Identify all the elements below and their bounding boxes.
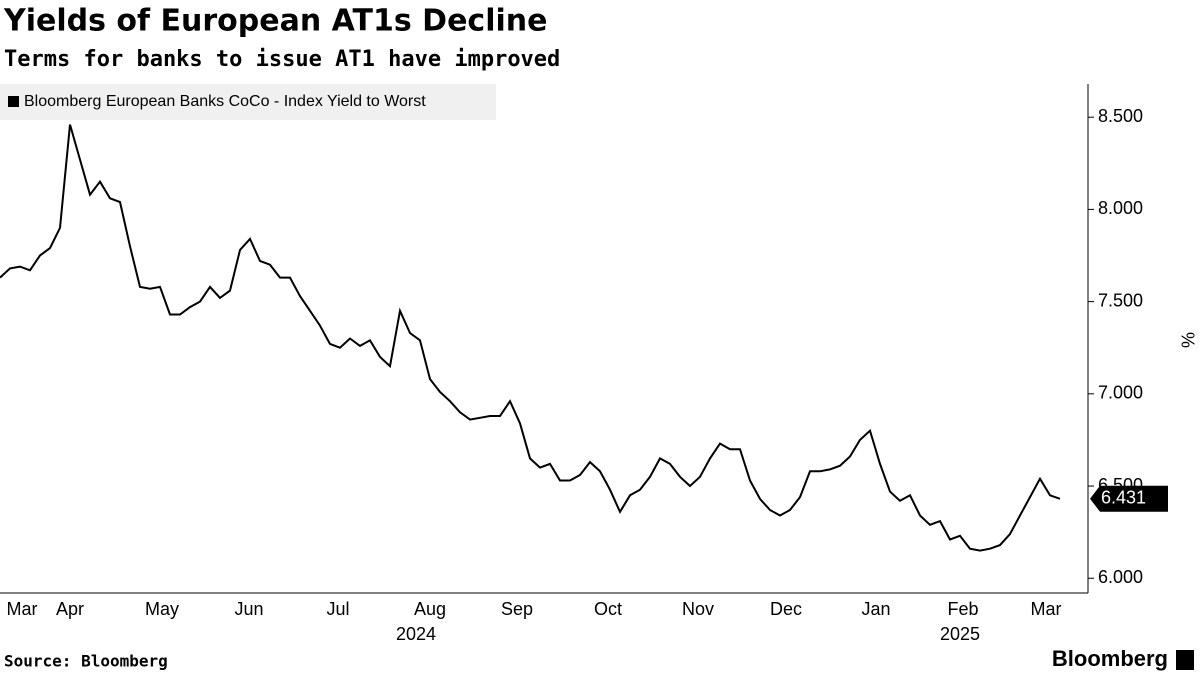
brand-icon — [1176, 650, 1194, 670]
y-tick-label: 7.000 — [1098, 383, 1143, 403]
chart-subtitle: Terms for banks to issue AT1 have improv… — [4, 47, 560, 72]
year-label: 2025 — [940, 624, 980, 644]
y-tick-label: 7.500 — [1098, 290, 1143, 310]
x-tick-label: Dec — [770, 599, 802, 619]
x-tick-label: Feb — [947, 599, 978, 619]
x-tick-label: Oct — [594, 599, 622, 619]
legend-label: Bloomberg European Banks CoCo - Index Yi… — [24, 93, 426, 110]
x-tick-label: Jan — [861, 599, 890, 619]
y-tick-label: 8.500 — [1098, 106, 1143, 126]
brand: Bloomberg — [1052, 646, 1168, 671]
chart-title: Yields of European AT1s Decline — [3, 4, 547, 39]
y-tick-label: 8.000 — [1098, 198, 1143, 218]
source: Source: Bloomberg — [4, 652, 168, 671]
x-tick-label: Sep — [501, 599, 533, 619]
x-tick-label: Aug — [414, 599, 446, 619]
x-tick-label: Apr — [56, 599, 84, 619]
y-tick-label: 6.000 — [1098, 567, 1143, 587]
x-tick-label: Jul — [326, 599, 349, 619]
x-tick-label: Mar — [7, 599, 38, 619]
year-label: 2024 — [396, 624, 436, 644]
last-value-label: 6.431 — [1101, 488, 1146, 508]
legend-swatch — [8, 96, 19, 107]
last-value-tag — [1090, 485, 1168, 512]
legend-box — [0, 84, 496, 120]
series-line — [0, 124, 1061, 552]
y-axis-label: % — [1177, 332, 1197, 348]
x-tick-label: Mar — [1031, 599, 1062, 619]
x-tick-label: Jun — [234, 599, 263, 619]
x-tick-label: Nov — [682, 599, 714, 619]
x-tick-label: May — [145, 599, 179, 619]
